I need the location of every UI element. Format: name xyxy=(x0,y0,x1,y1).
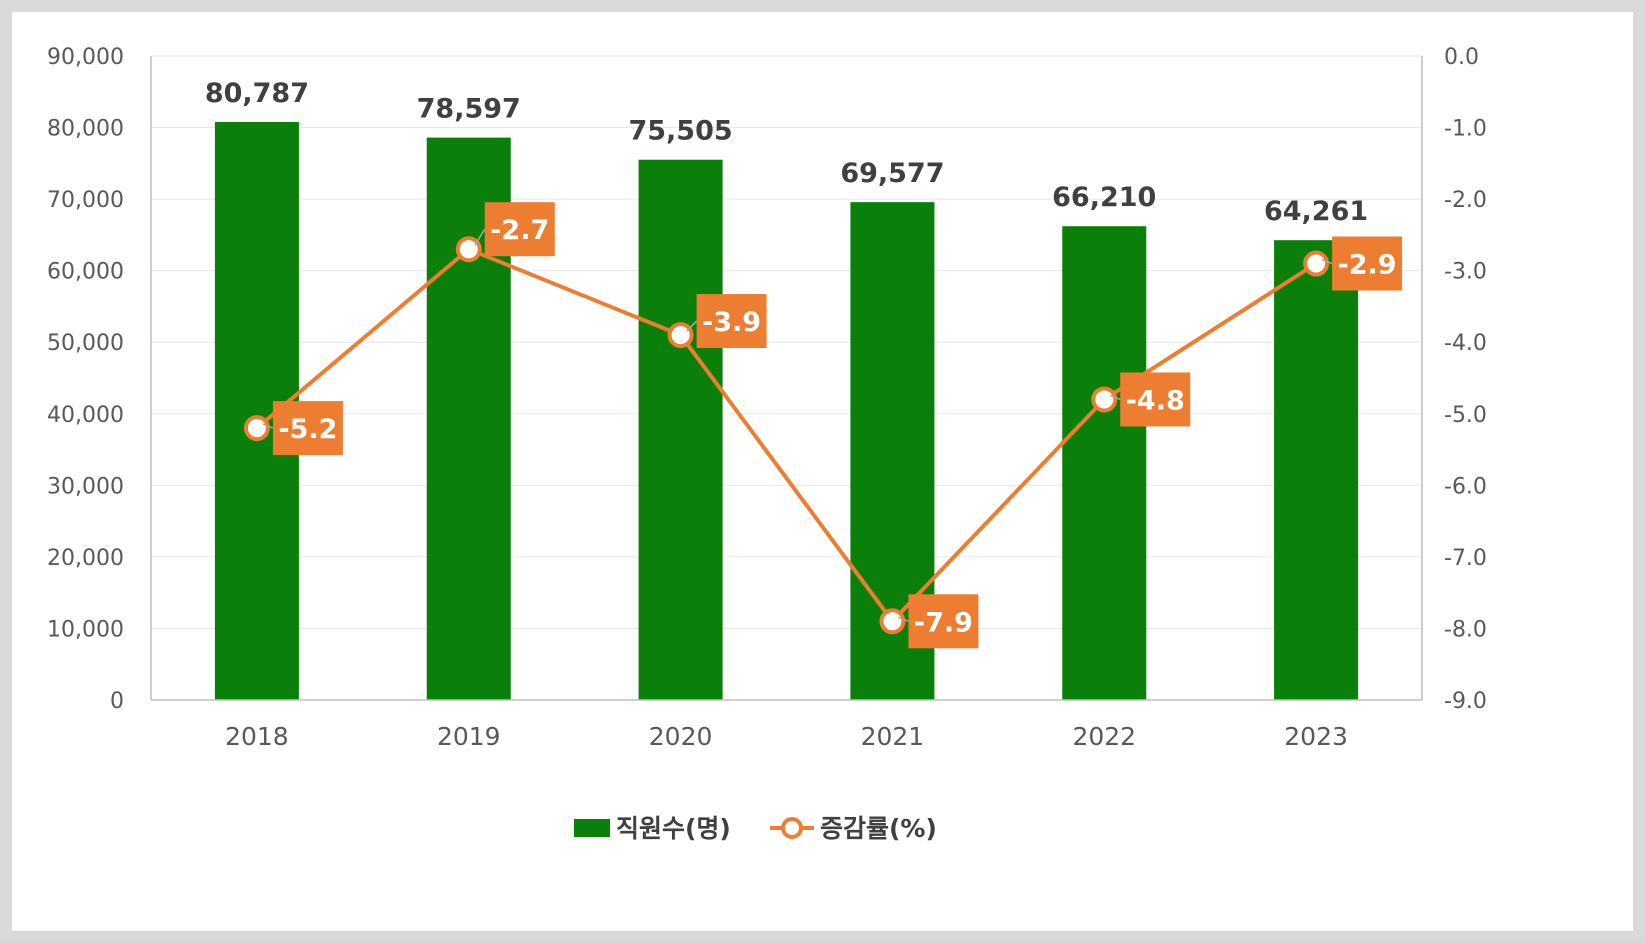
leader-line xyxy=(686,320,698,332)
x-tick-label: 2018 xyxy=(225,722,289,751)
y-left-tick-label: 70,000 xyxy=(47,188,124,213)
bar-value-label: 66,210 xyxy=(1052,182,1156,213)
y-right-tick-label: -7.0 xyxy=(1444,546,1487,571)
rate-marker xyxy=(455,236,482,263)
rate-label: -5.2 xyxy=(278,414,337,445)
bar xyxy=(1274,240,1359,700)
x-tick-label: 2019 xyxy=(437,722,501,751)
leader-line xyxy=(1321,258,1333,265)
rate-label-box xyxy=(908,594,979,649)
legend-bar-label: 직원수(명) xyxy=(616,814,731,843)
rate-marker xyxy=(667,322,694,349)
rate-label-box xyxy=(484,202,555,257)
rate-label-box xyxy=(272,401,343,456)
x-tick-label: 2021 xyxy=(861,722,925,751)
rate-label: -2.9 xyxy=(1338,250,1397,281)
y-left-tick-label: 40,000 xyxy=(47,403,124,428)
y-right-tick-label: -5.0 xyxy=(1444,403,1487,428)
y-right-tick-label: -6.0 xyxy=(1444,474,1487,499)
y-right-tick-label: -3.0 xyxy=(1444,260,1487,285)
y-left-tick-label: 50,000 xyxy=(47,331,124,356)
y-right-tick-label: -9.0 xyxy=(1444,689,1487,714)
x-tick-label: 2020 xyxy=(649,722,713,751)
y-right-tick-label: -1.0 xyxy=(1444,117,1487,142)
rate-marker xyxy=(1091,386,1118,413)
rate-label: -4.8 xyxy=(1126,385,1185,416)
legend-line-marker xyxy=(781,817,803,839)
y-right-tick-label: -8.0 xyxy=(1444,617,1487,642)
rate-label: -3.9 xyxy=(702,307,761,338)
bar-value-label: 80,787 xyxy=(205,78,309,109)
y-left-tick-label: 80,000 xyxy=(47,117,124,142)
rate-label-box xyxy=(1332,236,1403,291)
y-left-tick-label: 60,000 xyxy=(47,260,124,285)
bar-value-label: 69,577 xyxy=(840,158,944,189)
y-right-tick-label: 0.0 xyxy=(1444,45,1479,70)
rate-label: -2.7 xyxy=(490,215,549,246)
y-left-tick-label: 0 xyxy=(110,689,124,714)
leader-line xyxy=(262,423,274,429)
y-left-tick-label: 30,000 xyxy=(47,474,124,499)
bar-value-label: 64,261 xyxy=(1264,196,1368,227)
leader-line xyxy=(1109,394,1121,401)
bar-value-label: 75,505 xyxy=(628,116,732,147)
leader-line xyxy=(474,228,486,246)
combo-chart: 0 10,000 20,000 30,000 40,000 50,000 60,000 70,… xyxy=(47,45,1487,843)
rate-label-box xyxy=(696,294,767,349)
x-tick-label: 2023 xyxy=(1284,722,1348,751)
y-left-tick-label: 10,000 xyxy=(47,617,124,642)
legend-line-label: 증감률(%) xyxy=(820,814,937,843)
bar xyxy=(1062,226,1147,701)
rate-marker xyxy=(243,415,270,442)
rate-marker xyxy=(1303,250,1330,277)
x-tick-label: 2022 xyxy=(1072,722,1136,751)
y-right-tick-label: -2.0 xyxy=(1444,188,1487,213)
y-left-tick-label: 90,000 xyxy=(47,45,124,70)
bar xyxy=(638,159,723,700)
y-left-tick-label: 20,000 xyxy=(47,546,124,571)
rate-label: -7.9 xyxy=(914,607,973,638)
bar-value-label: 78,597 xyxy=(417,94,521,125)
rate-label-box xyxy=(1120,372,1191,427)
y-right-tick-label: -4.0 xyxy=(1444,331,1487,356)
leader-line xyxy=(898,616,909,622)
legend-bar-swatch xyxy=(574,819,610,837)
chart-frame: 0 10,000 20,000 30,000 40,000 50,000 60,000 70,… xyxy=(12,12,1633,931)
rate-line xyxy=(255,247,1318,624)
rate-marker xyxy=(879,608,906,635)
